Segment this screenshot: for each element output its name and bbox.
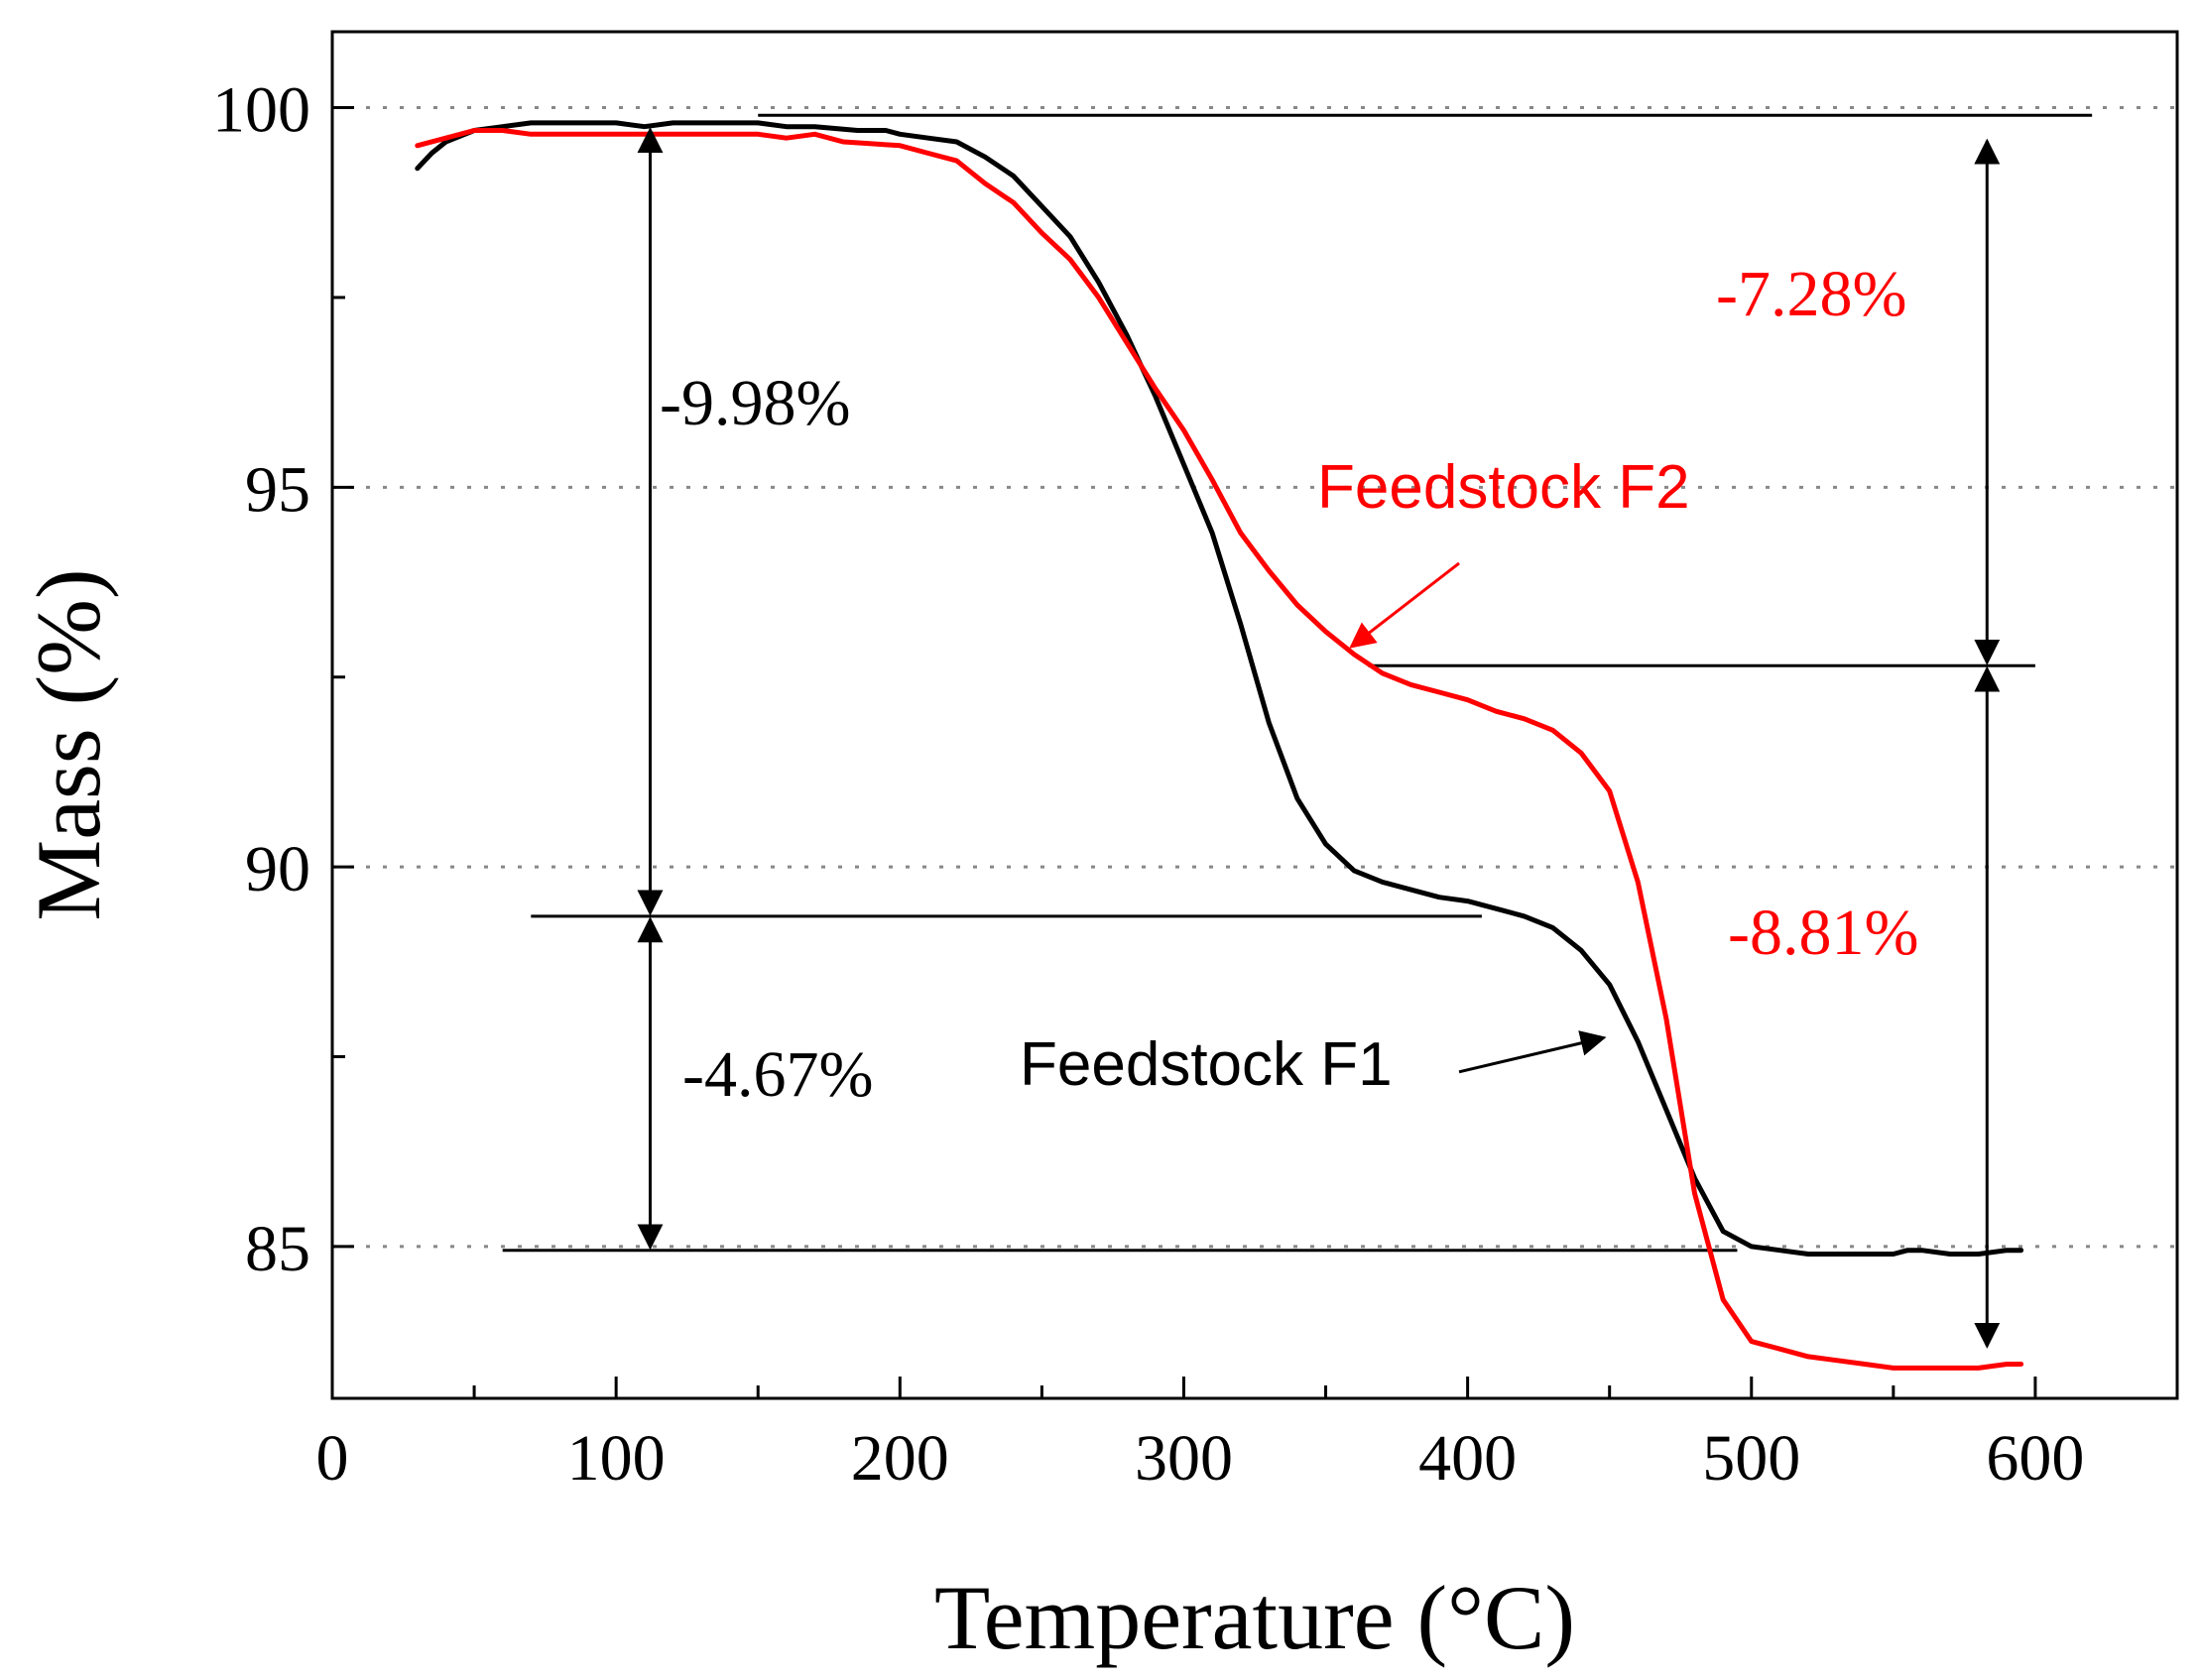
x-tick-label: 400 xyxy=(1418,1422,1517,1495)
x-tick-label: 100 xyxy=(567,1422,666,1495)
y-tick-label: 100 xyxy=(212,74,310,147)
x-tick-label: 200 xyxy=(851,1422,949,1495)
series-line-f2 xyxy=(415,128,2024,1371)
y-axis-title: Mass (%) xyxy=(18,568,119,920)
y-tick-label: 95 xyxy=(245,453,310,526)
annotation-f2-second-loss: -8.81% xyxy=(1728,897,1918,969)
x-tick-label: 600 xyxy=(1986,1422,2084,1495)
reference-lines xyxy=(502,113,2093,1253)
series-lines xyxy=(415,120,2024,1371)
series-label-f1: Feedstock F1 xyxy=(1020,1030,1393,1099)
annotation-f2-first-loss: -7.28% xyxy=(1716,258,1906,330)
annotation-f1-first-loss: -9.98% xyxy=(660,367,850,439)
pointer-arrow-f1 xyxy=(1458,1030,1607,1074)
axis-ticks: 0 100 200 300 400 500 600 85 90 95 100 xyxy=(212,74,2084,1495)
x-axis-title: Temperature (°C) xyxy=(934,1567,1575,1668)
annotation-arrows xyxy=(637,127,2001,1349)
x-tick-label: 500 xyxy=(1702,1422,1800,1495)
y-tick-label: 85 xyxy=(245,1213,310,1285)
x-tick-label: 0 xyxy=(316,1422,349,1495)
annotation-f1-second-loss: -4.67% xyxy=(682,1038,873,1111)
y-tick-label: 90 xyxy=(245,833,310,905)
x-tick-label: 300 xyxy=(1135,1422,1233,1495)
series-line-f1 xyxy=(415,120,2024,1257)
plot-frame xyxy=(330,30,2179,1400)
pointer-arrow-f2 xyxy=(1349,561,1460,649)
series-label-f2: Feedstock F2 xyxy=(1317,453,1690,522)
